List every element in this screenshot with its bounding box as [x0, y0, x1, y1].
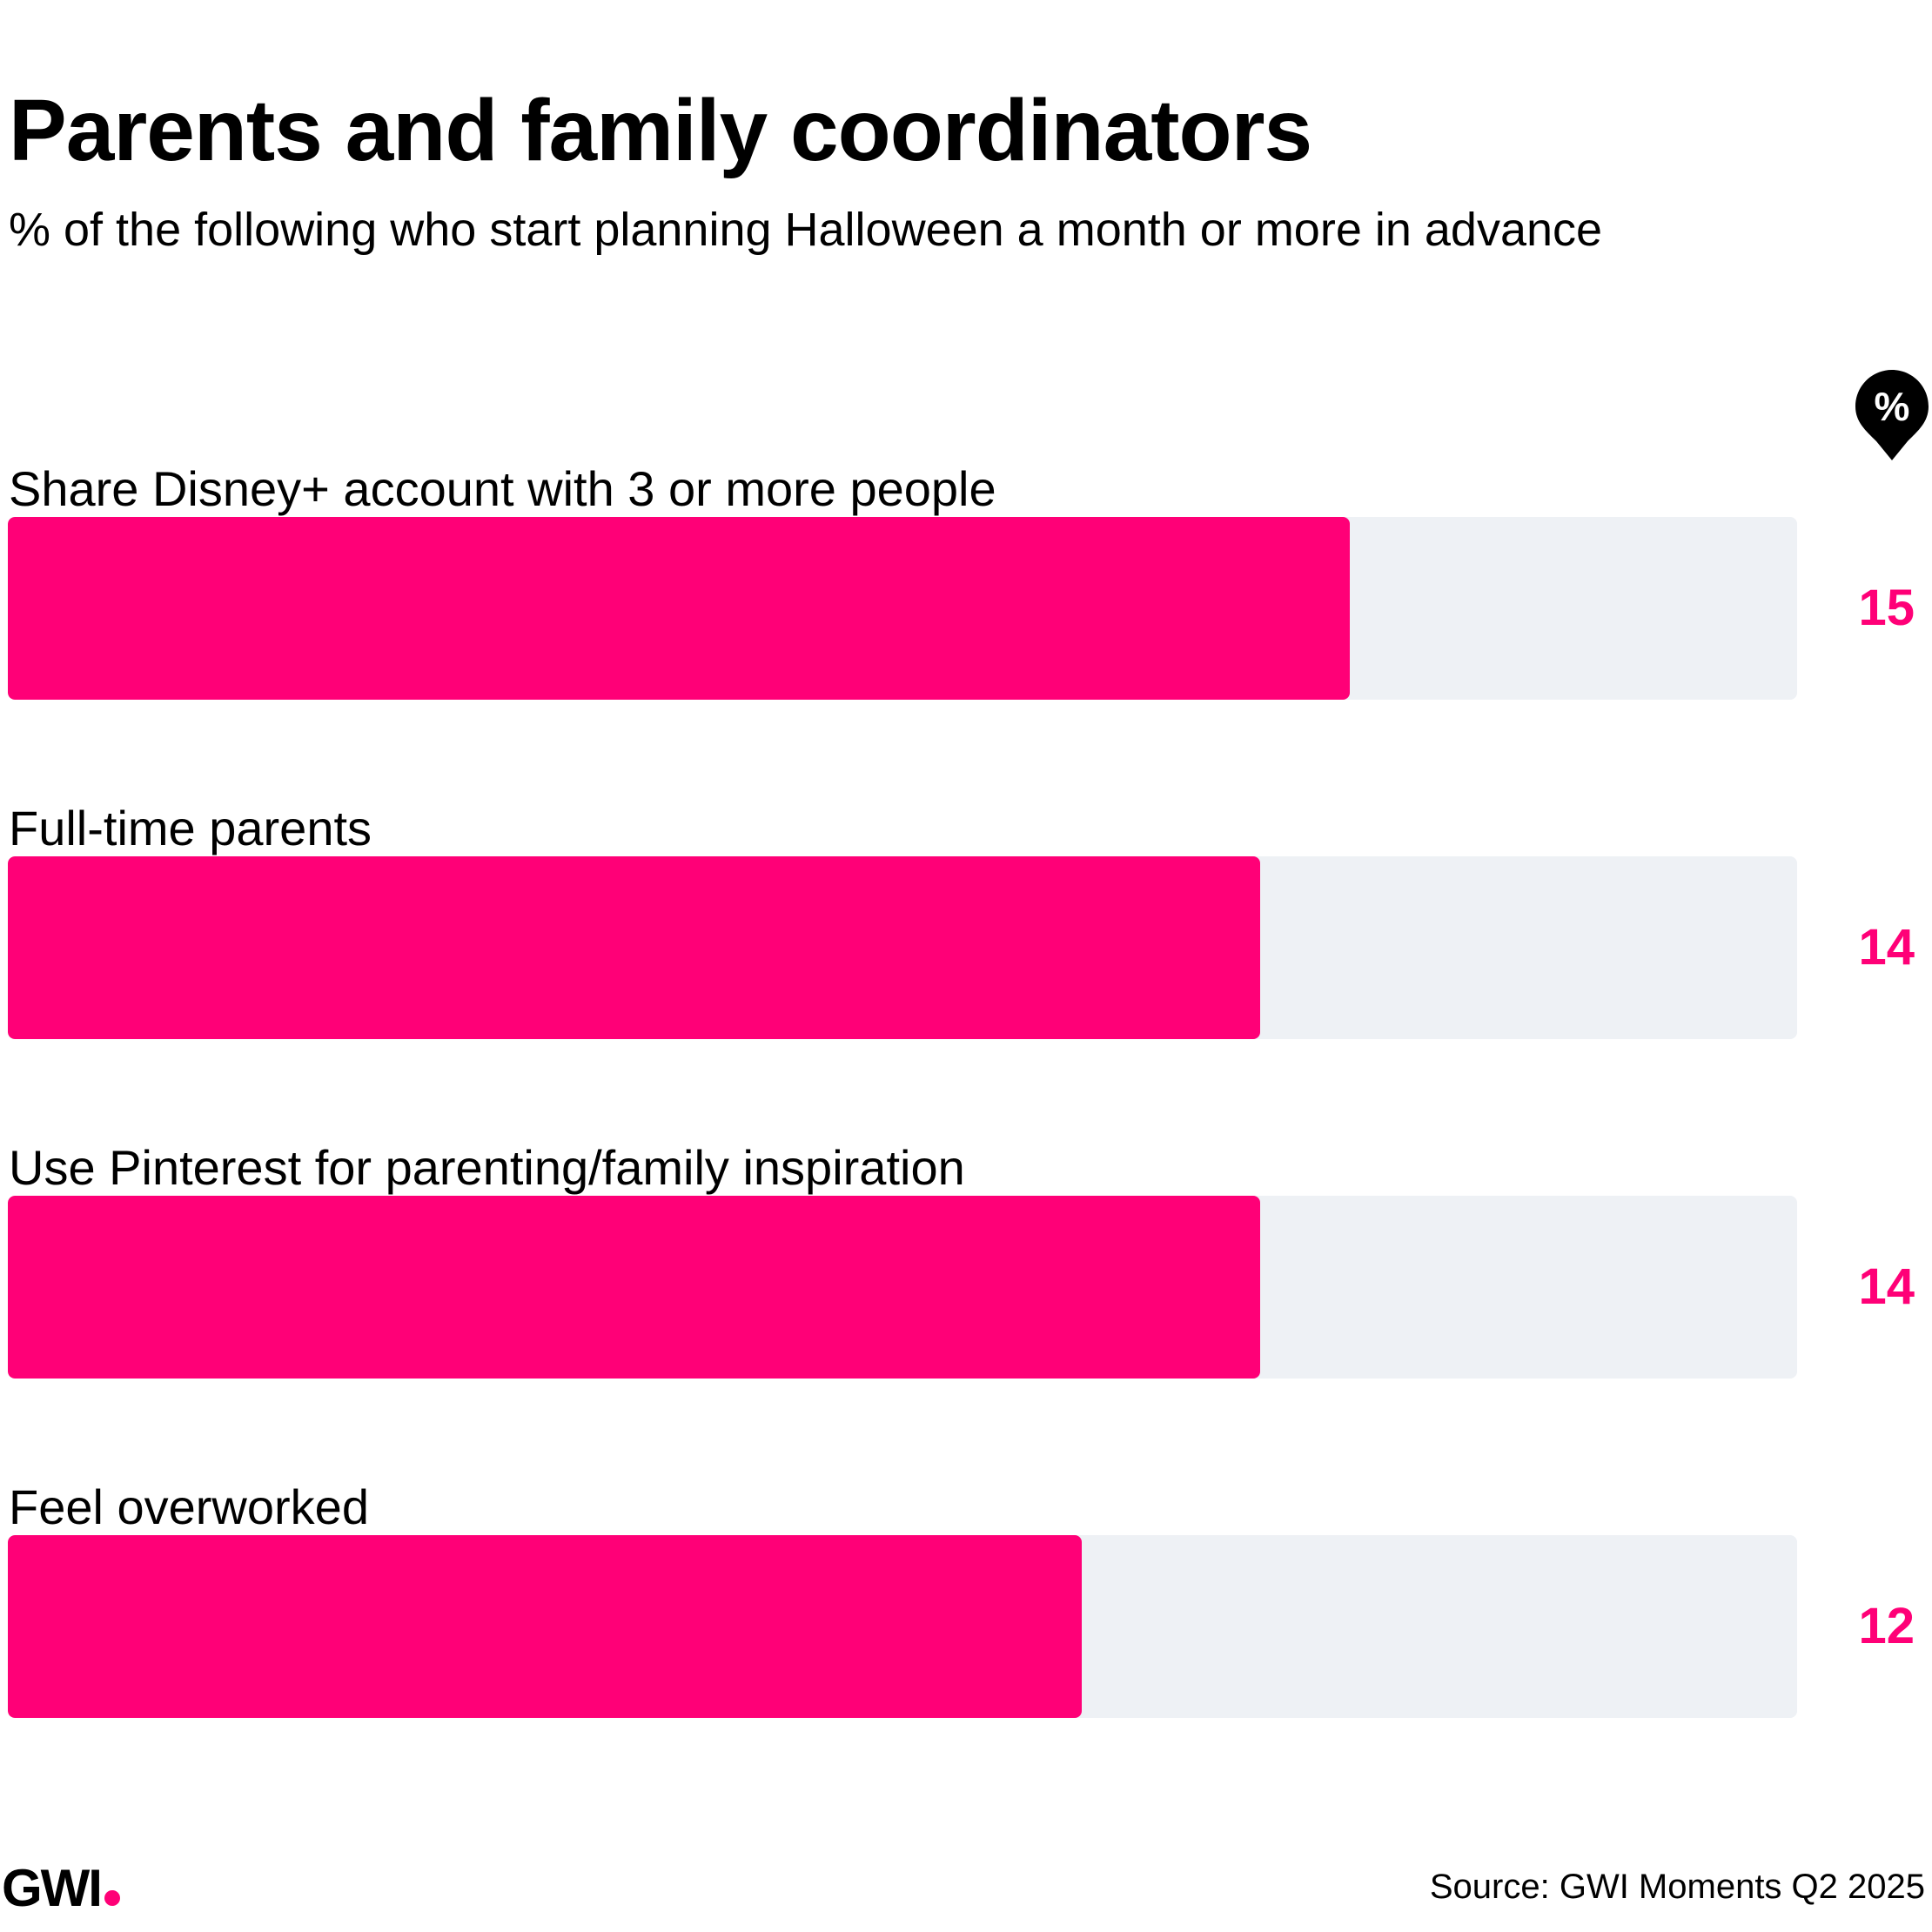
- chart-title: Parents and family coordinators: [9, 82, 1312, 179]
- bar: [8, 1196, 1261, 1379]
- bar: [8, 517, 1350, 700]
- percent-badge-icon: %: [1855, 370, 1929, 460]
- bar-label: Share Disney+ account with 3 or more peo…: [9, 461, 996, 516]
- gwi-logo: GWI: [2, 1862, 120, 1915]
- bar: [8, 856, 1261, 1039]
- bar-value-label: 12: [1858, 1598, 1915, 1654]
- logo-text: GWI: [2, 1859, 103, 1917]
- bar-track: [8, 856, 1797, 1039]
- bar-track: [8, 517, 1797, 700]
- logo-dot: [104, 1890, 120, 1906]
- source-note: Source: GWI Moments Q2 2025: [1429, 1868, 1925, 1906]
- bar-label: Feel overworked: [9, 1479, 369, 1534]
- bar-value-label: 14: [1858, 1258, 1915, 1315]
- bar-label: Full-time parents: [9, 801, 372, 855]
- bar-track: [8, 1535, 1797, 1718]
- chart-subtitle: % of the following who start planning Ha…: [9, 204, 1603, 256]
- bar-value-label: 15: [1858, 580, 1915, 636]
- bar-value-label: 14: [1858, 919, 1915, 976]
- bar-label: Use Pinterest for parenting/family inspi…: [9, 1140, 965, 1195]
- percent-badge-label: %: [1875, 384, 1910, 429]
- bar-track: [8, 1196, 1797, 1379]
- bar: [8, 1535, 1082, 1718]
